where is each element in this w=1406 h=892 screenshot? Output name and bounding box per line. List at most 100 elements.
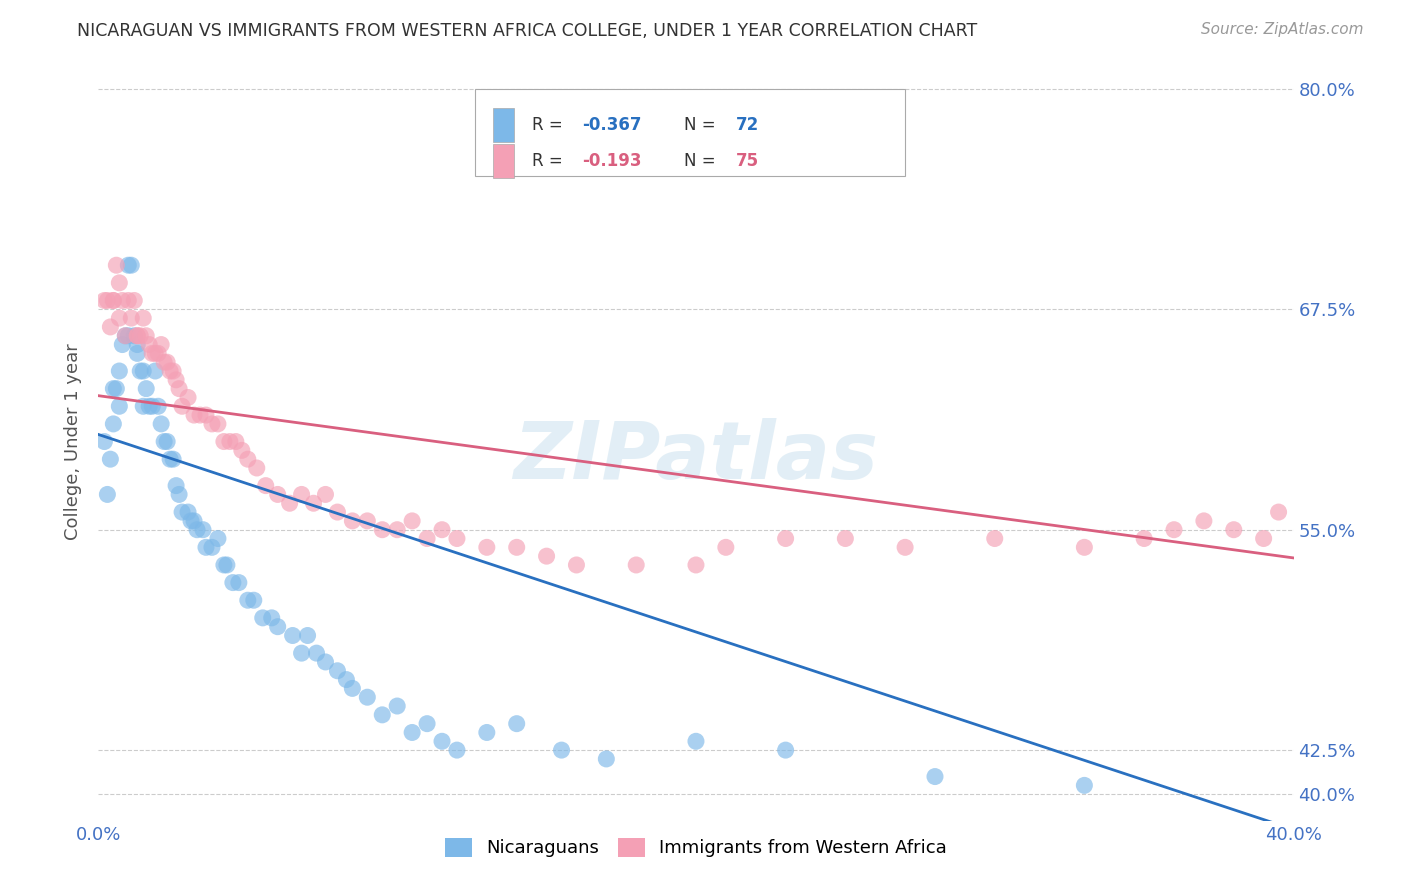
Point <box>446 532 468 546</box>
Point <box>595 752 617 766</box>
Point <box>236 593 259 607</box>
Point <box>305 646 328 660</box>
Point <box>335 673 357 687</box>
Point <box>129 328 152 343</box>
Point <box>96 293 118 308</box>
Point <box>132 399 155 413</box>
Point <box>291 646 314 660</box>
Text: ZIPatlas: ZIPatlas <box>513 417 879 496</box>
Point <box>105 258 128 272</box>
Point <box>565 558 588 572</box>
Point <box>228 575 250 590</box>
Y-axis label: College, Under 1 year: College, Under 1 year <box>65 343 83 540</box>
Point <box>132 311 155 326</box>
Point <box>98 320 122 334</box>
Point <box>302 496 325 510</box>
Point <box>148 346 170 360</box>
Point <box>138 337 160 351</box>
Point <box>114 328 136 343</box>
Text: N =: N = <box>685 152 721 170</box>
Point <box>207 417 229 431</box>
Point <box>201 417 224 431</box>
Legend: Nicaraguans, Immigrants from Western Africa: Nicaraguans, Immigrants from Western Afr… <box>437 830 955 864</box>
Text: R =: R = <box>533 152 568 170</box>
Point <box>626 558 648 572</box>
Point <box>356 690 378 705</box>
Point <box>150 417 173 431</box>
Point <box>162 452 184 467</box>
Point <box>124 293 146 308</box>
Point <box>297 628 319 642</box>
Point <box>143 346 166 360</box>
Point <box>195 541 218 555</box>
Point <box>108 311 131 326</box>
Point <box>222 575 245 590</box>
Point <box>127 346 149 360</box>
Point <box>281 628 304 642</box>
Point <box>138 399 160 413</box>
Point <box>188 408 211 422</box>
Point <box>984 532 1007 546</box>
Point <box>267 487 290 501</box>
Point <box>1073 778 1095 792</box>
Point <box>430 523 453 537</box>
Point <box>714 541 737 555</box>
Point <box>191 523 214 537</box>
Point <box>1163 523 1185 537</box>
Point <box>177 391 200 405</box>
Point <box>159 452 181 467</box>
Point <box>924 770 946 784</box>
Point <box>416 532 439 546</box>
Point <box>315 487 337 501</box>
Point <box>108 399 131 413</box>
Point <box>143 364 166 378</box>
Point <box>162 364 184 378</box>
Point <box>120 311 142 326</box>
Point <box>156 434 179 449</box>
Point <box>506 541 529 555</box>
Point <box>96 487 118 501</box>
Point <box>236 452 259 467</box>
Point <box>103 293 125 308</box>
Point <box>1192 514 1215 528</box>
Point <box>371 707 394 722</box>
Point <box>385 699 409 714</box>
Point <box>124 328 146 343</box>
Point <box>685 558 707 572</box>
Point <box>172 399 194 413</box>
Point <box>326 664 349 678</box>
Point <box>177 505 200 519</box>
Text: 72: 72 <box>735 116 759 135</box>
Point <box>1267 505 1289 519</box>
Point <box>416 716 439 731</box>
Point <box>225 434 247 449</box>
Point <box>103 417 125 431</box>
Point <box>172 505 194 519</box>
Point <box>135 382 157 396</box>
Point <box>180 514 202 528</box>
Point <box>1133 532 1156 546</box>
Point <box>195 408 218 422</box>
Point <box>260 611 283 625</box>
Point <box>111 337 134 351</box>
Point <box>246 461 269 475</box>
Point <box>141 399 163 413</box>
Point <box>212 434 235 449</box>
Point <box>252 611 274 625</box>
Point <box>183 408 205 422</box>
Point <box>141 346 163 360</box>
Point <box>212 558 235 572</box>
Point <box>215 558 238 572</box>
Point <box>132 364 155 378</box>
Point <box>111 293 134 308</box>
Point <box>127 328 149 343</box>
Point <box>775 532 797 546</box>
Point <box>108 276 131 290</box>
Point <box>385 523 409 537</box>
Point <box>156 355 179 369</box>
Point <box>342 681 364 696</box>
Text: N =: N = <box>685 116 721 135</box>
Point <box>1223 523 1246 537</box>
Point <box>267 620 290 634</box>
Point <box>371 523 394 537</box>
